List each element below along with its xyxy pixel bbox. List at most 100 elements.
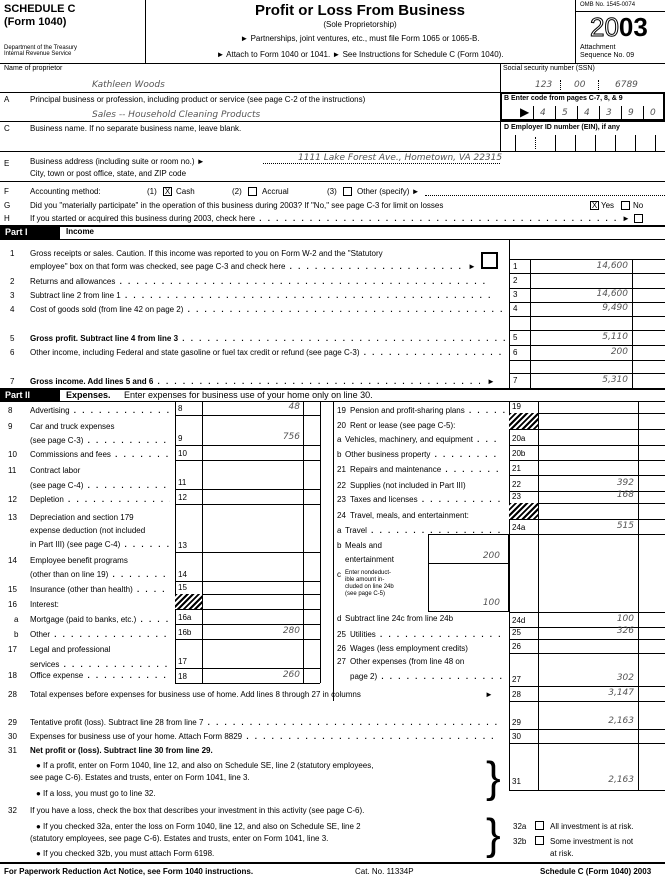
line-box-number: 24a [512,523,526,532]
business-code-digit: 9 [628,108,634,118]
line-box-number: 13 [178,541,187,550]
line-amount[interactable]: 302 [616,673,634,683]
line-number: b [337,541,342,550]
vertical-rule [303,401,304,683]
line-amount[interactable]: 100 [616,614,634,624]
line-a-label: Principal business or profession, includ… [30,95,366,104]
line-box-number: 5 [513,333,518,342]
line-8-amount[interactable]: 48 [288,402,300,412]
statutory-employee-checkbox[interactable] [481,252,498,269]
vertical-rule [621,106,622,120]
line-d-label: D Employer ID number (EIN), if any [504,124,620,131]
line-20-amount[interactable]: 260 [282,670,300,680]
line-label: Rent or lease (see page C-5): [350,421,456,430]
line-1-amount[interactable]: 14,600 [596,261,629,271]
line-label: (see page C-4) [30,481,170,491]
shaded-box [509,413,538,429]
accrual-checkbox[interactable] [248,187,257,196]
line-number: 13 [8,513,17,522]
line-h-label: If you started or acquired this business… [30,214,618,224]
brace: } [486,753,501,802]
line-f-letter: F [4,187,9,196]
business-code-digit: 4 [540,108,546,118]
vertical-rule [555,135,556,151]
meals-amount[interactable]: 200 [482,551,500,561]
line-7-amount[interactable]: 5,310 [602,375,628,385]
line-4-amount[interactable]: 9,490 [602,303,628,313]
started-business-checkbox[interactable] [634,214,643,223]
ssn-separator [598,80,599,90]
page-title: Profit or Loss From Business [254,2,466,19]
horizontal-rule [175,415,320,416]
part2-tag: Part II [5,390,31,400]
vertical-rule [599,106,600,120]
line-label: Interest: [30,600,59,609]
line-box-number: 3 [513,290,518,299]
checkbox-label: 32a [513,822,527,831]
horizontal-rule [0,92,500,93]
horizontal-rule [509,273,665,274]
line-18-amount[interactable]: 280 [282,626,300,636]
line-28-amount[interactable]: 3,147 [608,688,634,698]
vertical-rule [320,401,321,683]
omb-number: OMB No. 1545-0074 [580,2,636,8]
form-subtitle: (Sole Proprietorship) [323,20,397,29]
no-label: No [633,201,644,210]
line-label: Gross profit. Subtract line 4 from line … [30,334,505,344]
line-6-amount[interactable]: 200 [610,347,628,357]
horizontal-rule [509,345,665,346]
line-31-amount[interactable]: 2,163 [608,775,634,785]
line-number: 30 [8,732,17,741]
line-5-amount[interactable]: 5,110 [602,332,628,342]
line-label: Mortgage (paid to banks, etc.) [30,615,170,625]
line-h-letter: H [4,214,10,223]
vertical-rule [615,135,616,151]
line-number: 23 [337,495,346,504]
investment-not-at-risk-checkbox[interactable] [535,836,544,845]
line-label: Enter nondeduct- [345,570,392,576]
cash-checkbox[interactable]: X [163,187,172,196]
vertical-rule [632,259,633,388]
line-3-amount[interactable]: 14,600 [596,289,629,299]
line-9-amount[interactable]: 756 [282,432,300,442]
nondeductible-amount[interactable]: 100 [482,598,500,608]
participate-no-checkbox[interactable] [621,201,630,210]
line-label: Gross receipts or sales. Caution. If thi… [30,249,383,258]
line-box-number: 10 [178,449,187,458]
horizontal-rule [509,445,665,446]
horizontal-rule [509,460,665,461]
other-method-field[interactable] [425,195,665,196]
other-method-checkbox[interactable] [343,187,352,196]
business-code-digit: 5 [562,108,568,118]
line-number: b [337,450,342,459]
line-amount[interactable]: 168 [616,490,634,500]
line-number: 28 [8,690,17,699]
line-29-amount[interactable]: 2,163 [608,716,634,726]
line-number: 9 [8,422,13,431]
ssn-part3: 6789 [615,80,638,90]
line-label: Subtract line 2 from line 1 [30,291,505,301]
line-amount[interactable]: 392 [616,478,634,488]
horizontal-rule [0,225,665,227]
line-number: a [14,615,19,624]
horizontal-rule [428,563,509,564]
line-number: 19 [337,406,346,415]
line-amount[interactable]: 326 [616,626,634,636]
line-number: d [337,614,342,623]
investment-at-risk-checkbox[interactable] [535,821,544,830]
year-prefix: 20 [590,12,620,42]
horizontal-rule [509,360,665,361]
option-number: (3) [327,187,337,196]
line-number: 27 [337,657,346,666]
line-number: 18 [8,671,17,680]
vertical-rule [555,106,556,120]
participate-yes-checkbox[interactable]: X [590,201,599,210]
horizontal-rule [175,489,320,490]
line-box-number: 15 [178,583,187,592]
line-number: 29 [8,718,17,727]
business-code-digit: 0 [650,108,656,118]
ssn-separator [560,80,561,90]
horizontal-rule [175,581,320,582]
horizontal-rule [175,639,320,640]
line-amount[interactable]: 515 [616,521,634,531]
